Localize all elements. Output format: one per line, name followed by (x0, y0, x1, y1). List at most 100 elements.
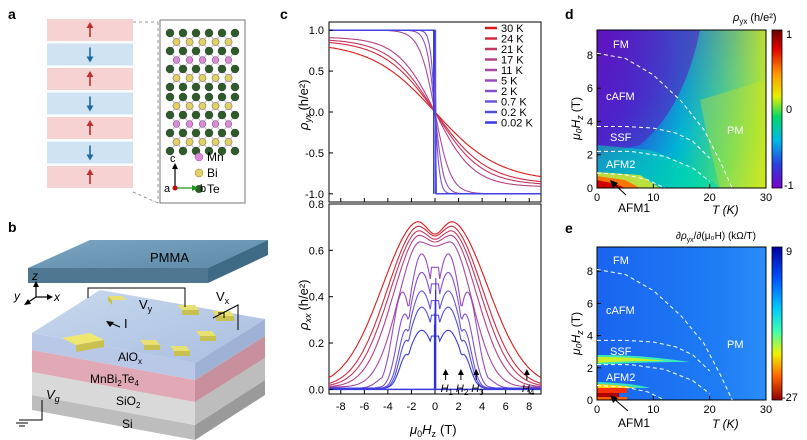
e-colorbar-max: 9 (786, 246, 792, 258)
e-xtick-label: 30 (760, 404, 772, 416)
circuit-wires (16, 287, 239, 427)
c-bottom-ytick-label: 0.8 (309, 199, 324, 211)
d-xtick-label: 20 (704, 192, 716, 204)
d-phase-boundaries (596, 52, 733, 189)
alox-label: AlOx (118, 350, 142, 366)
c-bottom-ytick-label: 0.2 (309, 338, 324, 350)
te-legend-marker (195, 185, 203, 193)
te-atom (165, 110, 175, 120)
pmma-side (208, 240, 268, 283)
e-phase-boundaries (596, 269, 733, 401)
panel-b: b PMMA (8, 219, 268, 440)
bi-atom (198, 74, 207, 82)
e-heatmap (597, 247, 766, 400)
pmma-front (28, 268, 208, 283)
legend-label-3: 17 K (501, 55, 524, 67)
te-atom (230, 82, 240, 92)
mn-atom (172, 56, 181, 64)
d-phase-fm: FM (613, 39, 629, 51)
te-atom (204, 28, 214, 38)
vg-label: Vg (46, 387, 60, 404)
d-ytick-label: 0 (587, 183, 593, 195)
d-colorbar-min: -1 (784, 180, 794, 192)
te-atom (165, 46, 175, 56)
panel-c: c -1.0 -0.5 0.0 0.5 1.0 0.0 0.2 0.4 0.6 0.8 -8 -6 -… (280, 6, 542, 439)
e-ylabel: μ₀Hz(T) (569, 312, 585, 356)
spin-up-head-2 (86, 71, 94, 77)
c-bottom-ytick-label: 0.6 (309, 245, 324, 257)
te-atom (230, 28, 240, 38)
te-atom (178, 92, 188, 102)
mn-atom (185, 120, 194, 128)
temperature-legend: 30 K24 K21 K17 K11 K5 K2 K0.7 K0.2 K0.02… (485, 23, 533, 130)
h-marker-label-3: H4 (522, 383, 535, 397)
te-atom (204, 64, 214, 74)
z-axis-label: z (31, 269, 38, 283)
te-atom (217, 146, 227, 156)
panel-label-a: a (8, 6, 16, 22)
te-atom (230, 128, 240, 138)
bi-legend-label: Bi (207, 166, 218, 180)
te-atom (178, 46, 188, 56)
d-boundary-2 (597, 150, 711, 182)
c-bottom-ticks: 0.0 0.2 0.4 0.6 0.8 -8 -6 -4 -2 0 2 4 6 8 (309, 199, 533, 413)
bi-atom (198, 38, 207, 46)
d-heatmap (597, 30, 766, 188)
d-ytick-label: 4 (587, 116, 593, 128)
legend-label-8: 0.2 K (501, 107, 527, 119)
rxx-curve-5K (329, 253, 541, 389)
d-ytick-label: 8 (587, 50, 593, 62)
bi-legend-marker (194, 168, 204, 178)
panel-label-b: b (8, 219, 17, 235)
c-bottom-xtick-label: -4 (383, 401, 393, 413)
te-atom (230, 110, 240, 120)
panel-label-e: e (565, 220, 573, 236)
current-label: I (124, 316, 128, 331)
legend-label-2: 21 K (501, 44, 524, 56)
te-atom (230, 92, 240, 102)
spin-down-head-3 (86, 105, 94, 112)
e-colorbar (771, 246, 783, 401)
c-bottom-xtick-label: -2 (407, 401, 417, 413)
c-bottom-curves (328, 221, 542, 391)
d-ytick-label: 6 (587, 83, 593, 95)
te-atom (165, 128, 175, 138)
c-axis-label: c (170, 153, 176, 165)
d-xlabel: T (K) (712, 203, 739, 217)
te-atom (217, 28, 227, 38)
te-atom (178, 128, 188, 138)
e-phase-ssf: SSF (610, 346, 632, 358)
te-atom (191, 46, 201, 56)
pmma-label: PMMA (150, 250, 189, 265)
e-afm1-label: AFM1 (618, 416, 650, 430)
rxx-curve-24K (328, 225, 542, 384)
c-bottom-xtick-label: 0 (432, 401, 438, 413)
d-ticks: 0 10 20 30 0 2 4 6 8 (587, 50, 772, 204)
b-axis-label: b (200, 183, 206, 195)
c-bottom-xtick-label: -6 (359, 401, 369, 413)
te-atom (217, 128, 227, 138)
c-top-ytick-label: 1.0 (309, 25, 324, 37)
mn-atom (172, 120, 181, 128)
c-bottom-ytick-label: 0.0 (309, 384, 324, 396)
te-atom (178, 64, 188, 74)
bi-atom (185, 102, 194, 110)
c-top-ylabel: ρyx(h/e²) (296, 79, 313, 131)
legend-label-0: 30 K (501, 23, 524, 35)
bi-atom (211, 102, 220, 110)
c-bottom-ylabel: ρxx(h/e²) (296, 279, 313, 331)
c-bottom-ytick-label: 0.4 (309, 292, 324, 304)
d-afm1-label: AFM1 (618, 201, 650, 215)
spin-down-head-1 (86, 56, 94, 63)
vx-label: Vx (216, 289, 230, 306)
h-marker-label-2: H3 (471, 383, 484, 397)
te-atom (191, 28, 201, 38)
te-atom (165, 146, 175, 156)
c-bottom-xtick-label: -8 (336, 401, 346, 413)
e-colorbar-title: ∂ρyx/∂(μ₀H) (kΩ/T) (676, 231, 756, 244)
a-axis-label: a (164, 183, 171, 195)
te-atom (204, 92, 214, 102)
te-atom (204, 110, 214, 120)
